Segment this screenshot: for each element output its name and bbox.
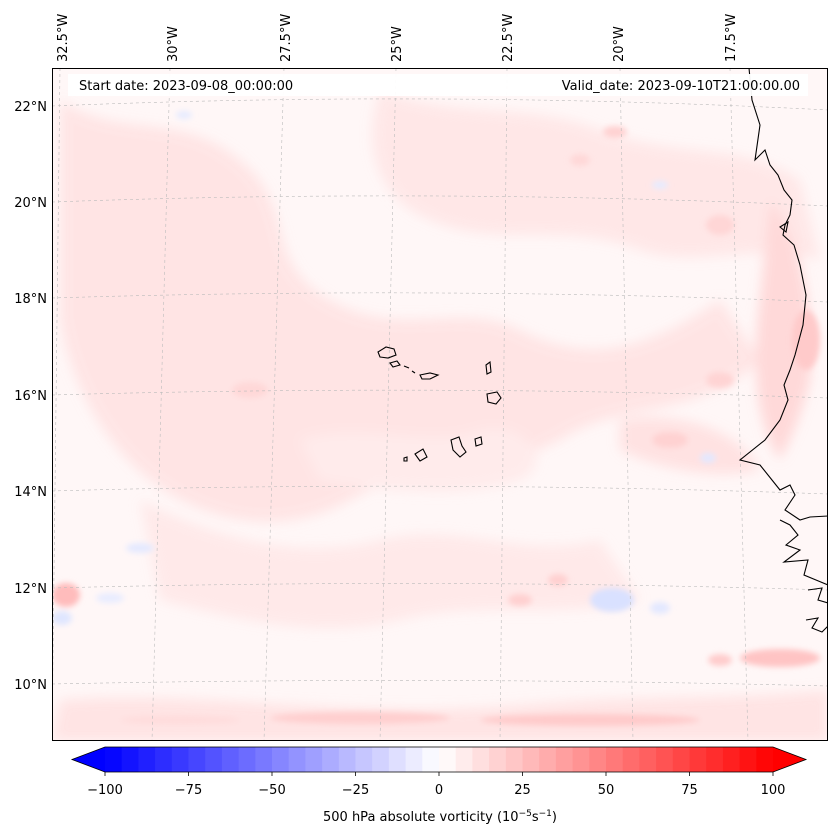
colorbar-tick-label: 75	[681, 783, 698, 798]
lat-label: 22°N	[14, 100, 47, 115]
lon-label: 32.5°W	[56, 14, 71, 62]
colorbar-tick-label: −100	[87, 783, 123, 798]
colorbar-step	[555, 747, 574, 772]
colorbar-step	[656, 747, 674, 772]
colorbar-step	[355, 747, 373, 772]
colorbar-step	[472, 747, 490, 772]
colorbar-step	[272, 747, 290, 772]
lat-label: 10°N	[14, 678, 47, 693]
colorbar-tick-label: 50	[598, 783, 615, 798]
lon-label: 20°W	[612, 26, 627, 62]
african-coastline	[738, 68, 828, 633]
map-frame	[52, 68, 828, 741]
colorbar: −100 −75 −50 −25 0 25 50 75 100 500 hPa absolute…	[70, 746, 808, 825]
latitude-labels: 22°N 20°N 18°N 16°N 14°N 12°N 10°N	[14, 100, 47, 693]
colorbar-step	[639, 747, 657, 772]
colorbar-step	[422, 747, 440, 772]
colorbar-step	[589, 747, 607, 772]
cabo-verde-islands	[377, 346, 502, 462]
lon-label: 30°W	[166, 26, 181, 62]
colorbar-step	[489, 747, 507, 772]
colorbar-extend-min	[72, 747, 105, 772]
lat-label: 14°N	[14, 485, 47, 500]
colorbar-step	[706, 747, 724, 772]
longitude-labels: 32.5°W 30°W 27.5°W 25°W 22.5°W 20°W 17.5…	[56, 14, 739, 62]
colorbar-tick-label: 100	[761, 783, 786, 798]
colorbar-step	[322, 747, 340, 772]
lon-label: 22.5°W	[501, 14, 516, 62]
colorbar-label: 500 hPa absolute vorticity (10−5s−1)	[323, 809, 557, 825]
colorbar-step	[205, 747, 223, 772]
lon-label: 27.5°W	[279, 14, 294, 62]
colorbar-step	[138, 747, 156, 772]
lat-label: 20°N	[14, 196, 47, 211]
colorbar-step	[539, 747, 557, 772]
colorbar-ticks: −100 −75 −50 −25 0 25 50 75 100	[87, 772, 785, 798]
header-band	[68, 74, 808, 96]
lon-label: 25°W	[390, 26, 405, 62]
lat-label: 18°N	[14, 292, 47, 307]
colorbar-step	[572, 747, 590, 772]
colorbar-step	[522, 747, 540, 772]
vorticity-field	[52, 90, 828, 741]
colorbar-step	[739, 747, 757, 772]
colorbar-step	[505, 747, 523, 772]
colorbar-step	[388, 747, 407, 772]
graticule	[52, 68, 828, 741]
valid-date-label: Valid_date: 2023-09-10T21:00:00.00	[562, 79, 800, 94]
colorbar-extend-max	[773, 747, 806, 772]
colorbar-step	[155, 747, 173, 772]
colorbar-tick-label: 0	[435, 783, 443, 798]
colorbar-step	[105, 747, 123, 772]
lon-label: 17.5°W	[724, 14, 739, 62]
colorbar-step	[622, 747, 640, 772]
colorbar-step	[606, 747, 624, 772]
colorbar-step	[722, 747, 741, 772]
colorbar-step	[238, 747, 256, 772]
map-panel: Start date: 2023-09-08_00:00:00 Valid_da…	[52, 68, 828, 741]
colorbar-step	[756, 747, 774, 772]
colorbar-steps	[72, 747, 806, 772]
colorbar-step	[439, 747, 457, 772]
colorbar-step	[338, 747, 356, 772]
colorbar-tick-label: 25	[514, 783, 531, 798]
colorbar-step	[221, 747, 240, 772]
lat-label: 16°N	[14, 389, 47, 404]
colorbar-step	[689, 747, 707, 772]
lat-label: 12°N	[14, 582, 47, 597]
colorbar-step	[121, 747, 139, 772]
start-date-label: Start date: 2023-09-08_00:00:00	[79, 79, 293, 94]
colorbar-step	[288, 747, 306, 772]
colorbar-step	[672, 747, 690, 772]
colorbar-tick-label: −25	[342, 783, 369, 798]
colorbar-step	[171, 747, 189, 772]
colorbar-step	[405, 747, 423, 772]
colorbar-step	[188, 747, 206, 772]
colorbar-tick-label: −75	[175, 783, 202, 798]
colorbar-tick-label: −50	[258, 783, 285, 798]
colorbar-step	[305, 747, 323, 772]
colorbar-step	[372, 747, 390, 772]
colorbar-step	[455, 747, 473, 772]
colorbar-step	[255, 747, 273, 772]
